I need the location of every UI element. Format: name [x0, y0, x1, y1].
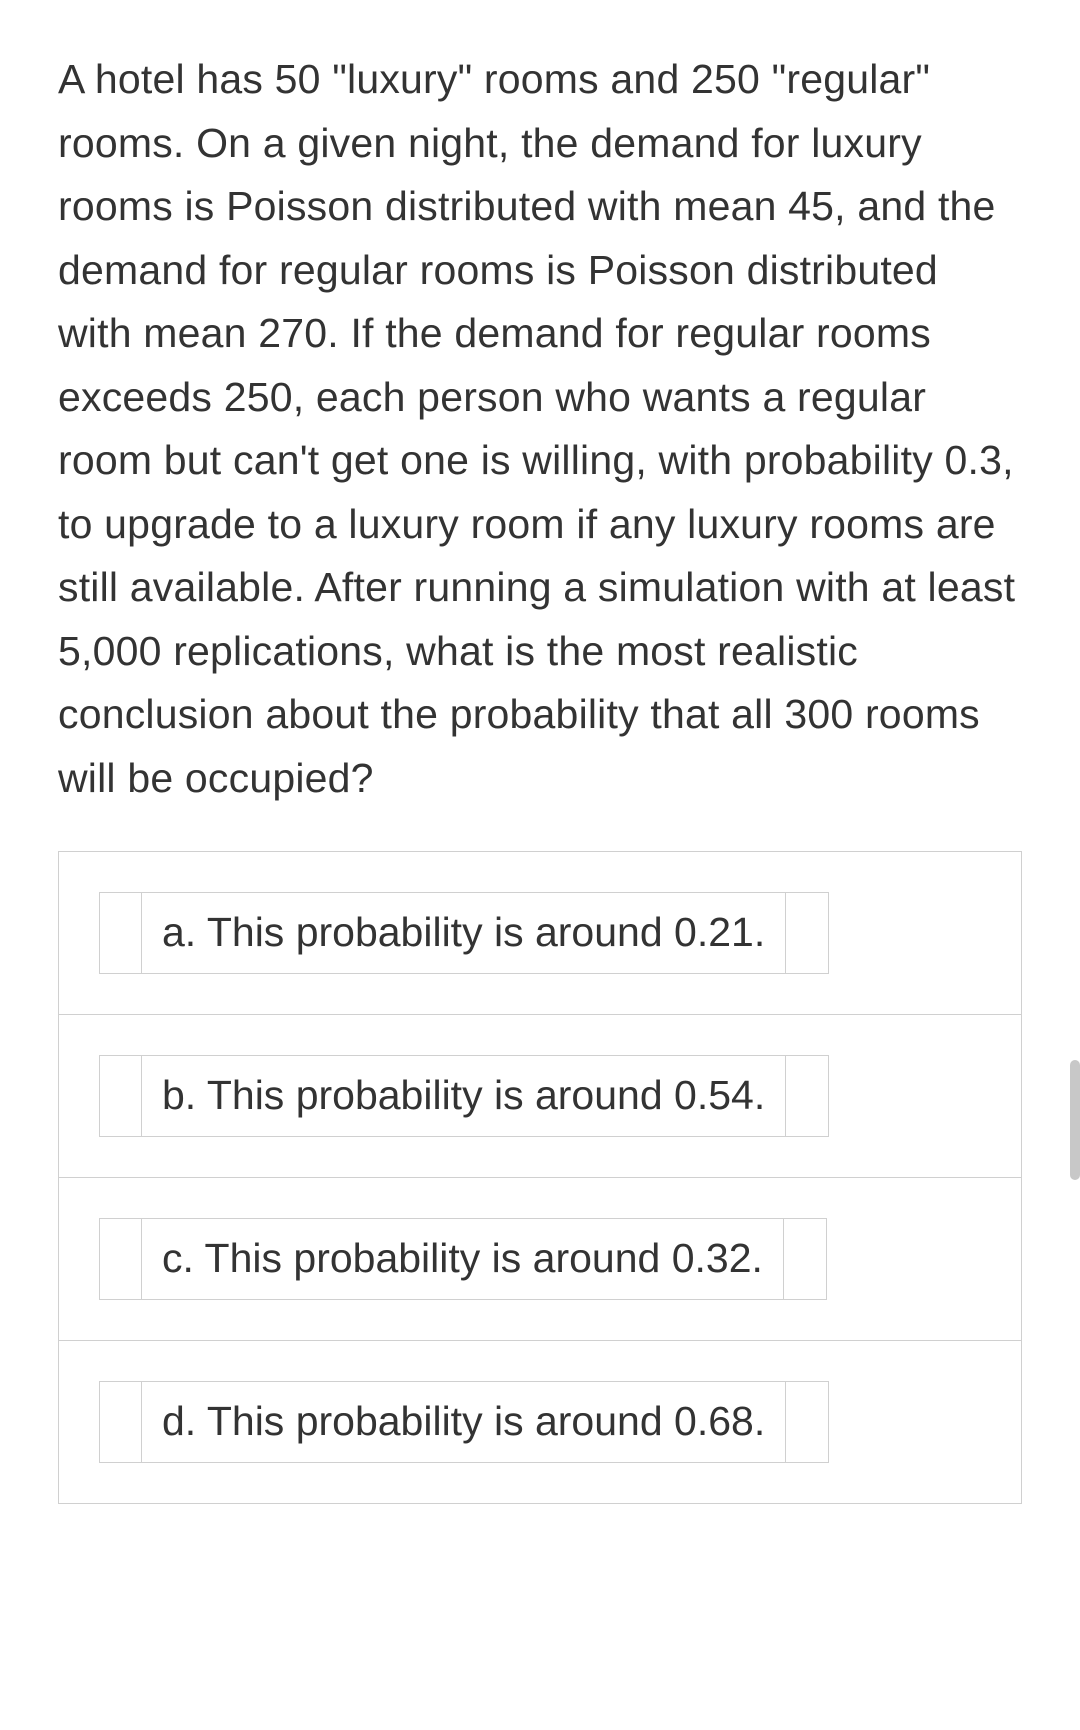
option-label-a: a. This probability is around 0.21. [162, 909, 765, 956]
option-label-c: c. This probability is around 0.32. [162, 1235, 763, 1282]
option-label-b: b. This probability is around 0.54. [162, 1072, 765, 1119]
end-cell-a [786, 893, 828, 973]
scrollbar-thumb[interactable] [1070, 1060, 1080, 1180]
option-row-c: c. This probability is around 0.32. [59, 1178, 1021, 1341]
question-text: A hotel has 50 "luxury" rooms and 250 "r… [58, 48, 1022, 811]
checkbox-b[interactable] [100, 1056, 142, 1136]
option-text-cell-b: b. This probability is around 0.54. [142, 1056, 786, 1136]
option-d[interactable]: d. This probability is around 0.68. [99, 1381, 829, 1463]
option-row-a: a. This probability is around 0.21. [59, 852, 1021, 1015]
end-cell-c [784, 1219, 826, 1299]
end-cell-d [786, 1382, 828, 1462]
checkbox-a[interactable] [100, 893, 142, 973]
checkbox-d[interactable] [100, 1382, 142, 1462]
option-c[interactable]: c. This probability is around 0.32. [99, 1218, 827, 1300]
option-row-b: b. This probability is around 0.54. [59, 1015, 1021, 1178]
end-cell-b [786, 1056, 828, 1136]
option-text-cell-d: d. This probability is around 0.68. [142, 1382, 786, 1462]
option-row-d: d. This probability is around 0.68. [59, 1341, 1021, 1503]
option-label-d: d. This probability is around 0.68. [162, 1398, 765, 1445]
question-container: A hotel has 50 "luxury" rooms and 250 "r… [0, 0, 1080, 811]
option-b[interactable]: b. This probability is around 0.54. [99, 1055, 829, 1137]
options-container: a. This probability is around 0.21. b. T… [58, 851, 1022, 1504]
option-a[interactable]: a. This probability is around 0.21. [99, 892, 829, 974]
option-text-cell-c: c. This probability is around 0.32. [142, 1219, 784, 1299]
option-text-cell-a: a. This probability is around 0.21. [142, 893, 786, 973]
checkbox-c[interactable] [100, 1219, 142, 1299]
